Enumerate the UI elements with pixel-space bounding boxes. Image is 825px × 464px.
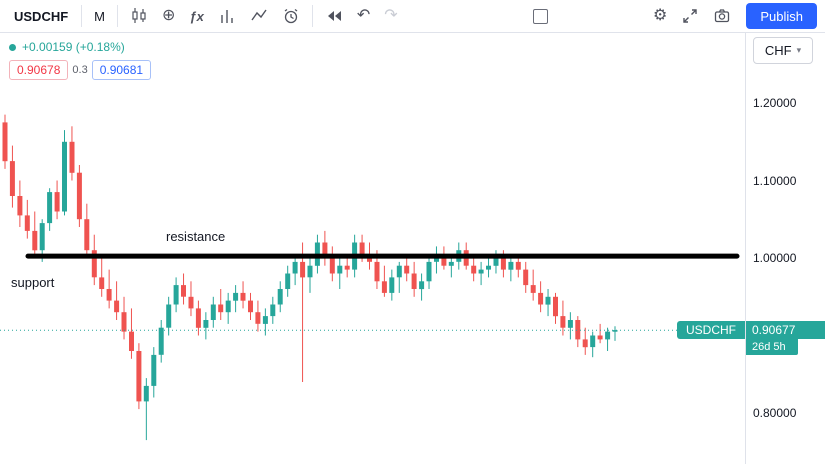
price-badge: 0.90677 bbox=[746, 321, 825, 340]
rewind-icon bbox=[327, 11, 341, 21]
zigzag-line-icon bbox=[251, 9, 267, 21]
camera-icon bbox=[715, 9, 730, 23]
sell-bid-button[interactable]: 0.90678 bbox=[9, 60, 69, 80]
layout-square-button[interactable] bbox=[533, 9, 548, 24]
compare-button[interactable]: ⊕ bbox=[155, 3, 182, 29]
series-dot-icon bbox=[9, 43, 16, 51]
current-price-symbol-badge: USDCHF bbox=[677, 321, 745, 340]
publish-button[interactable]: Publish bbox=[746, 3, 817, 29]
candle-countdown-badge: 26d 5h bbox=[746, 339, 798, 356]
undo-button[interactable]: ↶ bbox=[350, 3, 377, 29]
price-change-text: +0.00159 (+0.18%) bbox=[22, 40, 125, 54]
spread-value: 0.3 bbox=[72, 64, 88, 76]
alarm-clock-icon bbox=[284, 8, 298, 24]
currency-dropdown[interactable]: CHF ▾ bbox=[753, 37, 813, 64]
chart-legend: +0.00159 (+0.18%) 0.90678 0.3 0.90681 bbox=[9, 39, 152, 80]
chart-pane[interactable]: +0.00159 (+0.18%) 0.90678 0.3 0.90681 re… bbox=[0, 33, 745, 464]
interval-button[interactable]: M bbox=[94, 8, 106, 24]
support-label[interactable]: support bbox=[11, 275, 55, 290]
circle-plus-icon: ⊕ bbox=[162, 7, 176, 24]
replay-button[interactable] bbox=[318, 3, 350, 29]
symbol-button[interactable]: USDCHF bbox=[14, 8, 69, 24]
toolbar-separator bbox=[117, 5, 119, 27]
redo-button[interactable]: ↷ bbox=[377, 3, 404, 29]
fullscreen-arrows-icon bbox=[683, 9, 698, 23]
screenshot-button[interactable] bbox=[706, 3, 738, 29]
candlestick-icon bbox=[132, 8, 146, 23]
price-axis-scale[interactable]: CHF ▾ 0.90677 26d 5h 1.20000 1.10000 1.000… bbox=[745, 33, 825, 464]
fx-icon: ƒx bbox=[189, 8, 204, 24]
candlestick-chart[interactable] bbox=[0, 33, 745, 464]
currency-label: CHF bbox=[764, 43, 792, 58]
toolbar-separator bbox=[81, 5, 83, 27]
price-tick: 1.00000 bbox=[753, 251, 797, 265]
main-area: +0.00159 (+0.18%) 0.90678 0.3 0.90681 re… bbox=[0, 33, 825, 464]
redo-arrow-icon: ↷ bbox=[384, 7, 398, 24]
alert-button[interactable] bbox=[275, 3, 307, 29]
fullscreen-button[interactable] bbox=[674, 3, 706, 29]
candle-style-button[interactable] bbox=[123, 3, 155, 29]
change-row: +0.00159 (+0.18%) bbox=[9, 39, 151, 55]
indicator-templates-button[interactable] bbox=[211, 3, 243, 29]
settings-button[interactable]: ⚙ bbox=[646, 3, 674, 29]
chevron-down-icon: ▾ bbox=[796, 45, 802, 55]
resistance-label[interactable]: resistance bbox=[166, 229, 226, 244]
price-tick: 1.20000 bbox=[753, 96, 797, 110]
gear-icon: ⚙ bbox=[653, 7, 668, 24]
patterns-button[interactable] bbox=[243, 3, 275, 29]
top-toolbar: USDCHF M ⊕ ƒx bbox=[0, 0, 825, 33]
bar-chart-icon bbox=[221, 10, 233, 23]
bid-ask-row: 0.90678 0.3 0.90681 bbox=[9, 60, 152, 80]
indicators-button[interactable]: ƒx bbox=[182, 3, 210, 29]
price-tick: 1.10000 bbox=[753, 173, 797, 188]
toolbar-separator bbox=[311, 5, 313, 27]
price-tick: 0.80000 bbox=[753, 406, 797, 420]
buy-ask-button[interactable]: 0.90681 bbox=[91, 60, 152, 80]
undo-arrow-icon: ↶ bbox=[356, 7, 371, 24]
